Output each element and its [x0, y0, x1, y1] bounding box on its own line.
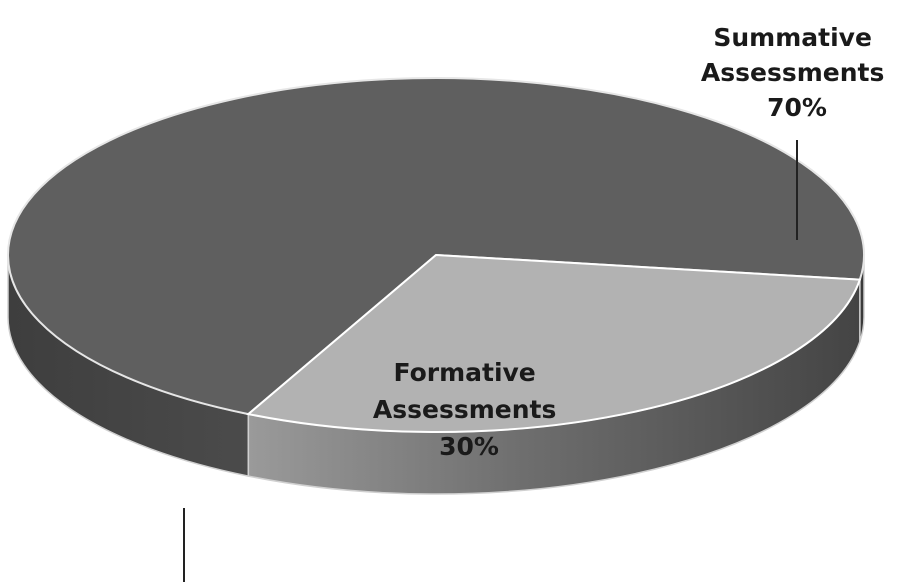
- pie-slice-formative: [246, 253, 862, 433]
- label-summative-line1: Summative: [713, 23, 872, 52]
- label-formative-pct: 30%: [439, 432, 499, 461]
- label-summative-pct: 70%: [767, 93, 827, 122]
- label-formative-line1: Formative: [394, 358, 536, 387]
- label-summative-line2: Assessments: [701, 58, 884, 87]
- pie-slice-summative: [7, 77, 865, 416]
- label-formative-line2: Assessments: [373, 395, 556, 424]
- label-formative: Formative Assessments 30%: [373, 358, 565, 461]
- label-summative: Summative Assessments 70%: [701, 23, 893, 122]
